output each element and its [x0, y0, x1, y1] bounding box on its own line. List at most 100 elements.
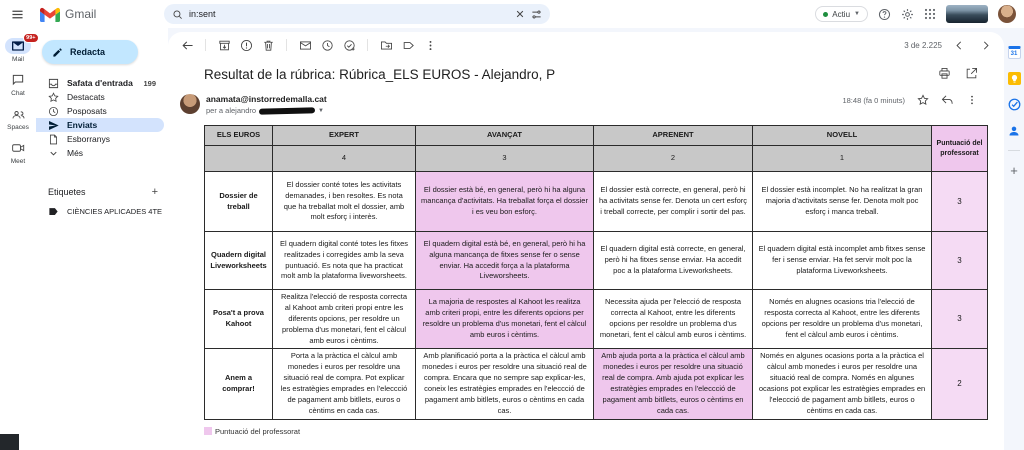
- recipient-row[interactable]: per a alejandro ▼: [206, 106, 327, 115]
- add-label-icon[interactable]: +: [151, 186, 158, 198]
- user-avatar[interactable]: [998, 5, 1016, 23]
- tasks-icon[interactable]: [1008, 98, 1021, 111]
- print-icon[interactable]: [938, 67, 951, 80]
- sidebar-label-ciencies[interactable]: CIÈNCIES APLICADES 4TE: [36, 204, 168, 218]
- legend-swatch: [204, 427, 212, 436]
- rubric-cell: El quadern digital està bé, en general, …: [415, 231, 594, 290]
- labels-header: Etiquetes +: [48, 186, 158, 198]
- sidebar-item-label: Destacats: [67, 92, 105, 102]
- rail-item-meet[interactable]: Meet: [5, 140, 31, 165]
- rubric-row-comprar: Anem a comprar! Porta a la pràctica el c…: [204, 348, 988, 420]
- rubric-points-cell: 1: [752, 145, 932, 172]
- open-in-new-icon[interactable]: [965, 67, 978, 80]
- rubric-header-criterion: ELS EUROS: [204, 125, 273, 146]
- unread-badge: 99+: [22, 33, 39, 43]
- main-area: 3 de 2.225 Resultat de la rúbrica: Rúbri…: [168, 28, 1024, 450]
- status-selector[interactable]: Actiu ▼: [815, 6, 868, 22]
- rubric-points-cell: 4: [272, 145, 416, 172]
- search-input[interactable]: [189, 9, 509, 19]
- rubric-cell: El quadern digital està correcte, en gen…: [593, 231, 753, 290]
- label-tag-icon: [49, 207, 58, 215]
- rubric-points-cell: 2: [593, 145, 753, 172]
- reply-icon[interactable]: [941, 94, 954, 106]
- meet-icon: [11, 144, 24, 152]
- search-bar[interactable]: [164, 4, 550, 24]
- hamburger-icon[interactable]: [0, 8, 34, 21]
- spaces-icon: [12, 110, 24, 118]
- get-addons-icon[interactable]: +: [1010, 163, 1018, 178]
- sidebar-item-more[interactable]: Més: [36, 146, 164, 160]
- rubric-score-header: Puntuació del professorat: [931, 125, 988, 172]
- report-spam-icon[interactable]: [237, 36, 255, 54]
- score-cell: 3: [931, 231, 988, 290]
- compose-button[interactable]: Redacta: [42, 40, 138, 64]
- chevron-down-icon: ▼: [854, 11, 860, 17]
- back-icon[interactable]: [178, 36, 196, 54]
- newer-email-icon[interactable]: [950, 36, 968, 54]
- show-details-icon[interactable]: ▼: [318, 107, 324, 114]
- older-email-icon[interactable]: [976, 36, 994, 54]
- rail-item-spaces[interactable]: Spaces: [5, 106, 31, 131]
- rubric-cell: Necessita ajuda per l'elecció de respost…: [593, 288, 753, 350]
- sidebar-item-snoozed[interactable]: Posposats: [36, 104, 164, 118]
- rubric-header-avancat: AVANÇAT: [415, 125, 594, 146]
- labels-icon[interactable]: [399, 36, 417, 54]
- rubric-cell: La majoria de respostes al Kahoot les re…: [415, 288, 594, 350]
- sidebar-item-starred[interactable]: Destacats: [36, 90, 164, 104]
- rubric-points-cell: 3: [415, 145, 594, 172]
- contacts-icon[interactable]: [1008, 124, 1021, 137]
- rubric-cell: El quadern digital conté totes les fitxe…: [272, 231, 416, 290]
- criterion-cell: Dossier de treball: [204, 171, 273, 232]
- rubric-cell: El dossier està incomplet. No ha realitz…: [752, 171, 932, 232]
- delete-icon[interactable]: [259, 36, 277, 54]
- apps-grid-icon[interactable]: [924, 8, 936, 20]
- email-toolbar: 3 de 2.225: [168, 32, 1004, 58]
- rail-item-mail[interactable]: 99+ Mail: [5, 33, 39, 63]
- brand-name: Gmail: [65, 7, 97, 21]
- email-view-card: 3 de 2.225 Resultat de la rúbrica: Rúbri…: [168, 32, 1004, 450]
- sidebar-label-text: CIÈNCIES APLICADES 4TE: [67, 206, 163, 216]
- rubric-header-expert: EXPERT: [272, 125, 416, 146]
- sidebar-item-label: Safata d'entrada: [67, 78, 133, 88]
- compose-label: Redacta: [70, 47, 106, 57]
- rail-label: Meet: [10, 158, 26, 165]
- rubric-row-quadern: Quadern digital Liveworksheets El quader…: [204, 231, 988, 290]
- archive-icon[interactable]: [215, 36, 233, 54]
- shell: 99+ Mail Chat Spaces Meet: [0, 28, 1024, 450]
- settings-gear-icon[interactable]: [901, 8, 914, 21]
- draft-icon: [49, 134, 58, 144]
- rubric-header-aprenent: APRENENT: [593, 125, 753, 146]
- message-more-icon[interactable]: [966, 94, 978, 106]
- sidebar-item-drafts[interactable]: Esborranys: [36, 132, 164, 146]
- search-icon[interactable]: [172, 9, 183, 20]
- more-options-icon[interactable]: [421, 36, 439, 54]
- sidebar-item-inbox[interactable]: Safata d'entrada 199: [36, 76, 164, 90]
- criterion-cell: Posa't a prova Kahoot: [204, 288, 273, 350]
- rail-label: Mail: [12, 56, 24, 63]
- help-icon[interactable]: [878, 8, 891, 21]
- sidebar-item-label: Posposats: [67, 106, 107, 116]
- panel-divider: [1008, 150, 1020, 151]
- keep-icon[interactable]: [1007, 72, 1021, 85]
- rail-item-chat[interactable]: Chat: [5, 72, 31, 97]
- inbox-count: 199: [143, 78, 156, 88]
- sender-avatar[interactable]: [180, 94, 200, 114]
- add-to-tasks-icon[interactable]: [340, 36, 358, 54]
- redaction-scribble: [258, 106, 316, 115]
- snooze-icon[interactable]: [318, 36, 336, 54]
- calendar-icon[interactable]: 31: [1007, 46, 1021, 59]
- move-to-icon[interactable]: [377, 36, 395, 54]
- mark-unread-icon[interactable]: [296, 36, 314, 54]
- sidebar-item-sent[interactable]: Enviats: [36, 118, 164, 132]
- chat-icon: [12, 74, 24, 86]
- left-rail: 99+ Mail Chat Spaces Meet: [0, 28, 39, 450]
- star-email-icon[interactable]: [917, 94, 929, 106]
- sidebar: Redacta Safata d'entrada 199 Destacats P…: [36, 28, 168, 450]
- gmail-logo[interactable]: Gmail: [34, 7, 164, 22]
- sidebar-item-label: Esborranys: [67, 134, 110, 144]
- rubric-row-kahoot: Posa't a prova Kahoot Realitza l'elecció…: [204, 288, 988, 350]
- rubric-points-cell: [204, 145, 273, 172]
- clear-search-icon[interactable]: [515, 9, 525, 19]
- search-options-icon[interactable]: [531, 9, 542, 20]
